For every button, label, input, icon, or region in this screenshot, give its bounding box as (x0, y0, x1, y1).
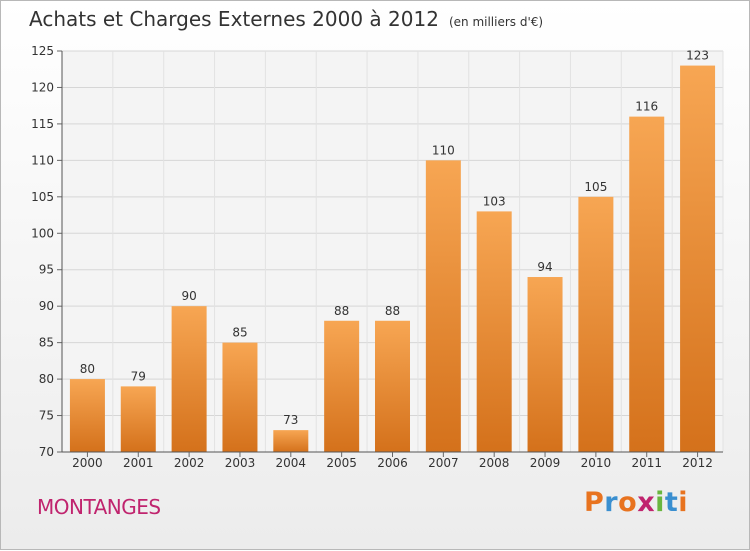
x-tick-label: 2011 (631, 456, 662, 470)
value-label: 73 (283, 413, 298, 427)
x-tick-label: 2000 (72, 456, 103, 470)
logo-letter: o (618, 487, 638, 518)
bar-2009 (527, 277, 563, 452)
value-label: 94 (537, 260, 552, 274)
x-tick-label: 2005 (326, 456, 357, 470)
logo-letter: r (604, 487, 619, 518)
x-tick-label: 2012 (682, 456, 713, 470)
y-tick-label: 105 (31, 190, 54, 204)
logo-letter: i (655, 487, 665, 518)
bar-2010 (578, 196, 614, 452)
y-tick-label: 70 (39, 445, 54, 459)
bar-2007 (425, 160, 461, 452)
logo-letter: i (678, 487, 689, 518)
value-label: 79 (131, 369, 146, 383)
x-tick-label: 2008 (479, 456, 510, 470)
logo-letter: t (664, 487, 679, 518)
chart-title: Achats et Charges Externes 2000 à 2012 (e… (29, 7, 543, 31)
value-label: 80 (80, 362, 95, 376)
bar-2012 (680, 65, 716, 452)
y-tick-label: 80 (39, 372, 54, 386)
commune-name: MONTANGES (37, 495, 161, 519)
x-tick-label: 2004 (276, 456, 307, 470)
value-label: 88 (385, 304, 400, 318)
y-tick-label: 85 (39, 336, 54, 350)
value-label: 90 (181, 289, 196, 303)
value-label: 123 (686, 49, 709, 63)
bar-2003 (222, 342, 258, 452)
bar-2011 (629, 116, 665, 453)
unit-label: (en milliers d'€) (448, 15, 544, 29)
y-tick-label: 75 (39, 409, 54, 423)
y-tick-label: 90 (39, 299, 54, 313)
x-tick-label: 2009 (530, 456, 561, 470)
value-label: 105 (584, 180, 607, 194)
y-tick-label: 120 (31, 80, 54, 94)
logo-letter: x (637, 487, 656, 518)
y-tick-label: 110 (31, 153, 54, 167)
bar-2004 (273, 430, 309, 452)
x-tick-label: 2003 (225, 456, 256, 470)
logo-letter: P (584, 487, 605, 518)
bar-2008 (476, 211, 512, 452)
proxiti-logo: Proxiti (584, 487, 688, 518)
y-tick-label: 115 (31, 117, 54, 131)
bar-2006 (375, 320, 410, 452)
bar-2001 (120, 386, 156, 452)
y-tick-label: 125 (31, 44, 54, 58)
x-tick-label: 2007 (428, 456, 459, 470)
value-label: 88 (334, 304, 349, 318)
value-label: 110 (432, 143, 455, 157)
y-tick-label: 100 (31, 226, 54, 240)
title-text: Achats et Charges Externes 2000 à 2012 (29, 7, 439, 31)
value-label: 85 (232, 326, 247, 340)
x-tick-label: 2006 (377, 456, 408, 470)
x-tick-label: 2010 (581, 456, 612, 470)
bar-2000 (69, 379, 105, 452)
bar-2002 (171, 306, 207, 452)
value-label: 103 (483, 194, 506, 208)
y-tick-label: 95 (39, 263, 54, 277)
bar-2005 (324, 320, 360, 452)
x-tick-label: 2002 (174, 456, 205, 470)
x-tick-label: 2001 (123, 456, 154, 470)
value-label: 116 (635, 100, 658, 114)
